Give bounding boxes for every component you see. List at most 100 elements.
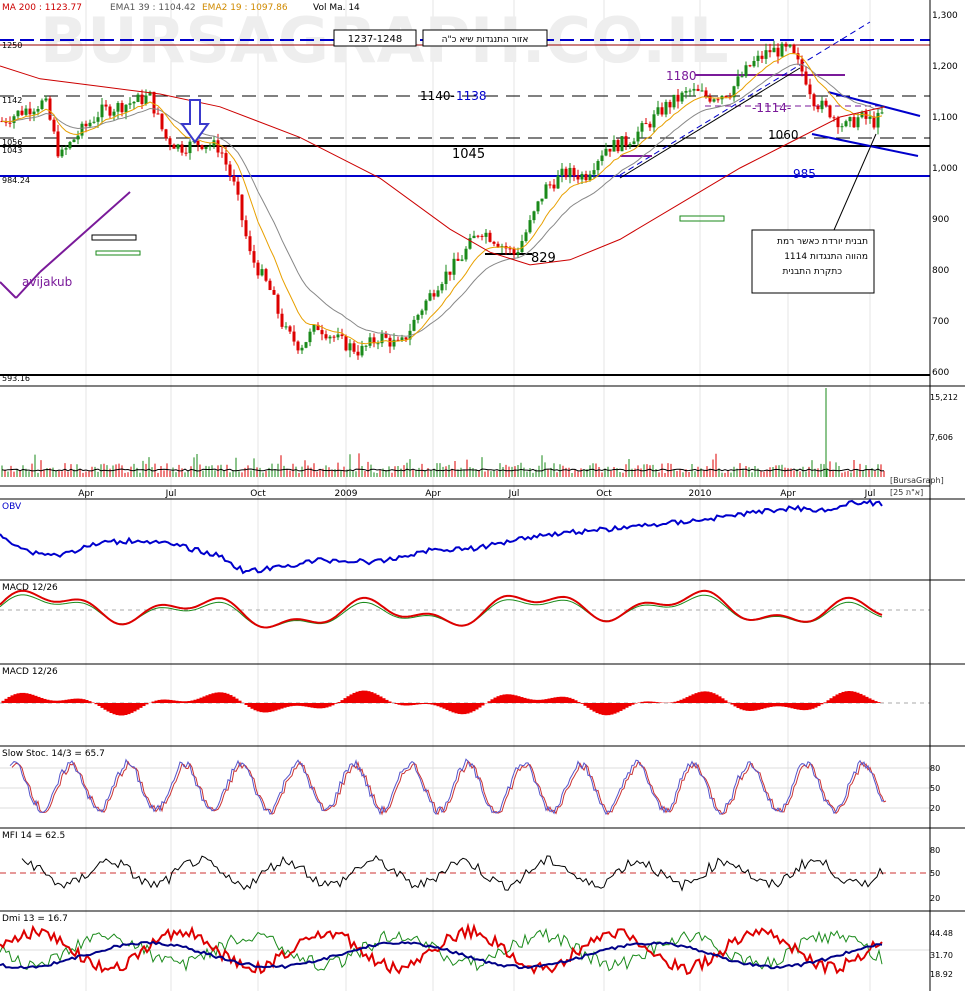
left-label-1250: 1250 xyxy=(2,41,22,50)
candle-body xyxy=(636,131,640,142)
candle-body xyxy=(60,149,64,157)
candle-body xyxy=(340,334,344,337)
candle-body xyxy=(804,71,808,85)
candle-body xyxy=(876,112,880,128)
uptrend-line xyxy=(619,67,801,179)
label-985: 985 xyxy=(793,167,816,181)
candle-body xyxy=(200,145,204,149)
legend-ema19: EMA2 19 : 1097.86 xyxy=(202,3,288,13)
candle-body xyxy=(112,111,116,116)
candle-body xyxy=(148,91,152,96)
candle-body xyxy=(532,211,536,221)
note-line-2: מהווה התנגדות 1114 xyxy=(784,252,868,262)
candle-body xyxy=(812,94,816,107)
candle-body xyxy=(808,84,812,95)
legend-ema39: EMA1 39 : 1104.42 xyxy=(110,3,196,13)
candle-body xyxy=(552,184,556,189)
candle-body xyxy=(344,336,348,351)
dmi-tick-low: 18.92 xyxy=(930,970,953,979)
candle-body xyxy=(272,290,276,295)
candle-body xyxy=(620,136,624,152)
candle-body xyxy=(292,331,296,342)
candle-body xyxy=(16,110,20,117)
price-tick-label: 800 xyxy=(932,266,949,276)
candle-body xyxy=(24,108,28,115)
candle-body xyxy=(352,343,356,352)
candle-body xyxy=(364,345,368,347)
candle-body xyxy=(836,117,840,128)
candle-body xyxy=(560,168,564,176)
candle-body xyxy=(232,176,236,182)
adx-line xyxy=(0,940,883,970)
candle-body xyxy=(120,103,124,113)
volume-tick-high: 15,212 xyxy=(930,393,958,402)
ma200-line xyxy=(0,65,886,266)
note-pointer-line xyxy=(833,133,877,231)
candle-body xyxy=(632,141,636,145)
candle-body xyxy=(196,140,200,146)
candle-body xyxy=(644,123,648,125)
x-tick-label: Oct xyxy=(250,489,266,499)
candle-body xyxy=(276,294,280,314)
candle-body xyxy=(840,126,844,128)
candle-body xyxy=(640,123,644,132)
x-tick-label: 2009 xyxy=(335,489,358,499)
candle-body xyxy=(144,95,148,104)
macd-histogram xyxy=(1,690,884,716)
candle-body xyxy=(168,138,172,145)
candle-body xyxy=(672,94,676,108)
obv-line xyxy=(0,498,883,575)
candle-body xyxy=(136,94,140,102)
candle-body xyxy=(252,251,256,263)
candle-body xyxy=(716,99,720,101)
x-tick-label: Apr xyxy=(780,489,796,499)
candle-body xyxy=(696,88,700,91)
candle-body xyxy=(264,269,268,281)
candle-body xyxy=(152,91,156,114)
candle-body xyxy=(296,341,300,351)
resistance-zone-label: אזור התנגדות שיא כ"ה xyxy=(442,35,529,45)
candle-body xyxy=(328,336,332,339)
candle-body xyxy=(568,167,572,178)
volume-ma-line xyxy=(1,468,885,472)
resistance-range-label: 1237-1248 xyxy=(348,34,403,45)
candle-body xyxy=(76,135,80,140)
candle-body xyxy=(160,113,164,130)
candle-body xyxy=(660,107,664,115)
candle-body xyxy=(288,326,292,332)
candle-body xyxy=(676,94,680,102)
candle-body xyxy=(116,103,120,112)
candle-body xyxy=(704,90,708,97)
price-tick-label: 1,300 xyxy=(932,11,958,21)
candle-body xyxy=(528,220,532,233)
dmi-tick-high: 44.48 xyxy=(930,929,953,938)
candle-body xyxy=(816,106,820,110)
candle-body xyxy=(384,333,388,338)
candle-body xyxy=(700,90,704,92)
candle-body xyxy=(124,104,128,113)
candle-body xyxy=(332,336,336,338)
candle-body xyxy=(556,175,560,189)
author-label: avijakub xyxy=(22,275,72,289)
candle-body xyxy=(628,144,632,146)
dmi-minus-line xyxy=(0,922,883,976)
candle-body xyxy=(52,119,56,132)
candle-body xyxy=(132,101,136,104)
candle-body xyxy=(212,140,216,146)
candle-body xyxy=(204,146,208,149)
candle-body xyxy=(712,99,716,102)
candle-body xyxy=(164,129,168,139)
left-label-1043: 1043 xyxy=(2,146,22,155)
dmi-plus-line xyxy=(0,927,883,972)
candle-body xyxy=(404,337,408,340)
candle-body xyxy=(868,116,872,119)
macd-signal-line xyxy=(0,594,883,628)
candle-body xyxy=(748,65,752,67)
candle-body xyxy=(436,290,440,297)
legend-ma200: MA 200 : 1123.77 xyxy=(2,3,82,13)
obv-panel: OBV xyxy=(0,498,965,575)
note-line-1: תבנית יורדת כאשר רמת xyxy=(777,237,868,247)
mfi-line xyxy=(21,855,884,892)
